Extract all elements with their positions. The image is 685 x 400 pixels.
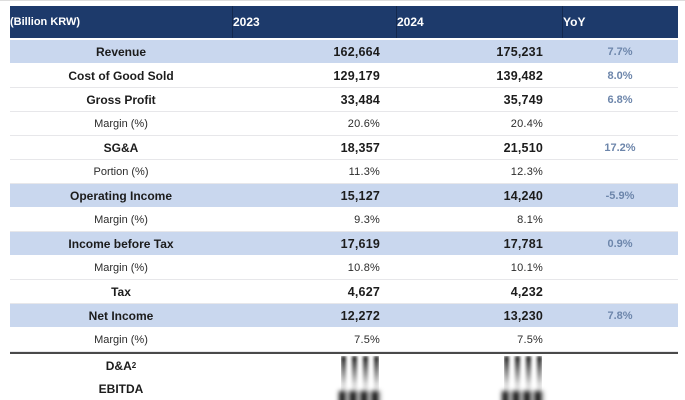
value-yoy bbox=[562, 256, 678, 279]
table-header-row: (Billion KRW) 2023 2024 YoY bbox=[10, 6, 678, 38]
value-yoy bbox=[562, 280, 678, 303]
row-label: Income before Tax bbox=[68, 236, 174, 251]
value-2023-blurred bbox=[232, 354, 396, 398]
value-2024: 35,749 bbox=[503, 92, 543, 107]
value-yoy bbox=[562, 377, 678, 400]
table-row-sga-portion: Portion (%) 11.3% 12.3% bbox=[10, 160, 678, 184]
row-label: Operating Income bbox=[69, 188, 173, 203]
value-yoy bbox=[562, 328, 678, 351]
row-label: Tax bbox=[111, 284, 131, 299]
value-yoy: -5.9% bbox=[605, 189, 635, 202]
value-2023: 162,664 bbox=[333, 44, 380, 59]
table-row-cogs: Cost of Good Sold 129,179 139,482 8.0% bbox=[10, 64, 678, 88]
table-row-gross-margin: Margin (%) 20.6% 20.4% bbox=[10, 112, 678, 136]
row-label: Revenue bbox=[95, 44, 147, 59]
table-row-dna: D&A 2 bbox=[10, 354, 678, 398]
value-2023: 33,484 bbox=[340, 92, 380, 107]
table-row-operating-margin: Margin (%) 9.3% 8.1% bbox=[10, 208, 678, 232]
table-row-net-margin: Margin (%) 7.5% 7.5% bbox=[10, 328, 678, 352]
value-2023: 12,272 bbox=[340, 308, 380, 323]
value-yoy: 7.8% bbox=[607, 309, 633, 322]
value-yoy: 6.8% bbox=[607, 93, 633, 106]
value-2024: 4,232 bbox=[510, 284, 543, 299]
value-yoy: 0.9% bbox=[607, 237, 633, 250]
table-row-operating-income: Operating Income 15,127 14,240 -5.9% bbox=[10, 184, 678, 208]
value-2024: 14,240 bbox=[503, 188, 543, 203]
row-label: Margin (%) bbox=[94, 261, 148, 274]
table-row-gross-profit: Gross Profit 33,484 35,749 6.8% bbox=[10, 88, 678, 112]
value-2024: 13,230 bbox=[503, 308, 543, 323]
table-row-net-income: Net Income 12,272 13,230 7.8% bbox=[10, 304, 678, 328]
value-2024: 20.4% bbox=[510, 117, 543, 130]
value-2024: 21,510 bbox=[503, 140, 543, 155]
table-row-revenue: Revenue 162,664 175,231 7.7% bbox=[10, 40, 678, 64]
value-yoy bbox=[562, 112, 678, 135]
income-statement-table: (Billion KRW) 2023 2024 YoY Revenue 162,… bbox=[10, 6, 678, 400]
value-yoy: 7.7% bbox=[607, 45, 633, 58]
row-label: Margin (%) bbox=[94, 333, 148, 346]
value-2023: 7.5% bbox=[354, 333, 380, 346]
row-label: Cost of Good Sold bbox=[68, 68, 174, 83]
value-2024: 8.1% bbox=[517, 213, 543, 226]
column-header-2024: 2024 bbox=[396, 6, 562, 38]
value-yoy: 8.0% bbox=[607, 69, 633, 82]
blurred-value bbox=[502, 391, 544, 400]
column-header-2023: 2023 bbox=[232, 6, 396, 38]
value-2023: 10.8% bbox=[347, 261, 380, 274]
value-2024: 12.3% bbox=[510, 165, 543, 178]
value-yoy bbox=[562, 208, 678, 231]
row-label: Net Income bbox=[88, 308, 154, 323]
value-yoy bbox=[562, 354, 678, 377]
row-label: Portion (%) bbox=[93, 165, 149, 178]
section-divider-line bbox=[10, 352, 678, 354]
value-2024-blurred bbox=[396, 354, 562, 398]
value-2023: 9.3% bbox=[354, 213, 380, 226]
table-row-ebitda: EBITDA bbox=[10, 377, 678, 400]
value-2024: 17,781 bbox=[503, 236, 543, 251]
value-yoy bbox=[562, 160, 678, 183]
value-2023: 20.6% bbox=[347, 117, 380, 130]
value-yoy: 17.2% bbox=[604, 141, 636, 154]
value-2023: 11.3% bbox=[348, 165, 380, 178]
value-2023: 17,619 bbox=[340, 236, 380, 251]
row-label: D&A 2 bbox=[105, 358, 137, 373]
table-row-sga: SG&A 18,357 21,510 17.2% bbox=[10, 136, 678, 160]
value-2023: 18,357 bbox=[340, 140, 380, 155]
table-row-tax: Tax 4,627 4,232 bbox=[10, 280, 678, 304]
value-2024: 175,231 bbox=[496, 44, 543, 59]
value-2023: 15,127 bbox=[340, 188, 380, 203]
column-header-yoy: YoY bbox=[562, 6, 678, 38]
blurred-value bbox=[339, 391, 381, 400]
value-2024: 7.5% bbox=[517, 333, 543, 346]
value-2024-blurred bbox=[396, 377, 562, 400]
value-2024: 139,482 bbox=[496, 68, 543, 83]
value-2023-blurred bbox=[232, 377, 396, 400]
value-2023: 4,627 bbox=[347, 284, 380, 299]
row-label: Gross Profit bbox=[86, 92, 156, 107]
value-2023: 129,179 bbox=[333, 68, 380, 83]
row-label: Margin (%) bbox=[94, 213, 148, 226]
table-row-pretax-margin: Margin (%) 10.8% 10.1% bbox=[10, 256, 678, 280]
value-2024: 10.1% bbox=[510, 261, 543, 274]
row-label: SG&A bbox=[103, 140, 139, 155]
table-row-income-before-tax: Income before Tax 17,619 17,781 0.9% bbox=[10, 232, 678, 256]
unit-label: (Billion KRW) bbox=[10, 16, 81, 28]
row-label: EBITDA bbox=[98, 381, 144, 396]
row-label: Margin (%) bbox=[94, 117, 148, 130]
